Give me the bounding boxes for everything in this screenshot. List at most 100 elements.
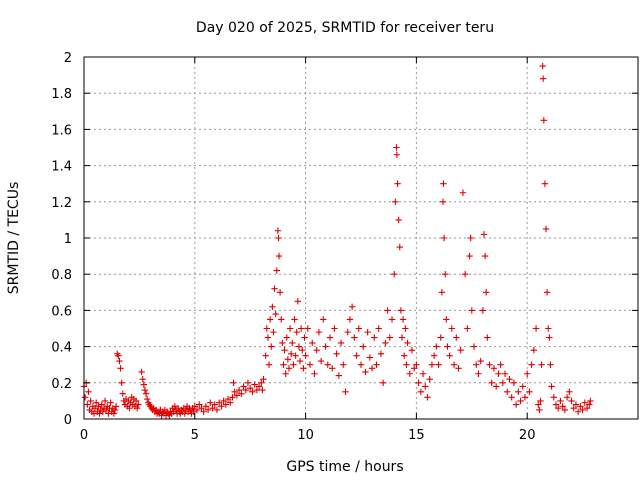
x-tick-label: 20 bbox=[519, 428, 536, 443]
data-point bbox=[139, 375, 146, 383]
data-point bbox=[98, 401, 105, 408]
data-point bbox=[271, 285, 278, 292]
data-point bbox=[274, 227, 282, 234]
data-point bbox=[438, 289, 446, 296]
data-point bbox=[581, 399, 589, 406]
data-point bbox=[568, 397, 575, 405]
data-point bbox=[391, 271, 398, 278]
y-tick-label: 0.8 bbox=[51, 268, 72, 283]
y-tick-label: 1.4 bbox=[51, 160, 72, 175]
data-point bbox=[105, 410, 112, 417]
data-point bbox=[272, 310, 279, 318]
data-point bbox=[353, 352, 360, 359]
data-point bbox=[468, 307, 475, 314]
x-axis: 0 5 10 15 20 bbox=[80, 57, 536, 443]
data-point bbox=[290, 361, 297, 368]
data-point bbox=[587, 397, 594, 405]
data-point bbox=[309, 339, 316, 347]
data-point bbox=[470, 343, 478, 350]
grid bbox=[84, 57, 638, 419]
data-point bbox=[543, 289, 551, 296]
data-point bbox=[395, 216, 402, 224]
data-point bbox=[293, 328, 300, 336]
data-point bbox=[174, 404, 182, 412]
x-tick-label: 15 bbox=[408, 428, 425, 443]
data-point bbox=[116, 357, 123, 365]
data-point bbox=[306, 361, 314, 368]
data-point bbox=[443, 316, 450, 323]
data-point bbox=[541, 180, 549, 187]
data-point bbox=[538, 361, 545, 368]
data-point bbox=[450, 361, 458, 368]
data-point bbox=[87, 397, 94, 405]
data-point bbox=[191, 403, 198, 410]
data-point bbox=[269, 303, 276, 310]
data-point bbox=[285, 365, 293, 372]
data-point bbox=[477, 357, 484, 365]
data-point bbox=[424, 394, 431, 401]
data-point bbox=[263, 325, 271, 332]
data-point bbox=[528, 361, 535, 368]
data-point bbox=[375, 325, 382, 332]
data-point bbox=[85, 388, 92, 396]
data-point bbox=[196, 401, 203, 408]
data-point bbox=[211, 401, 218, 408]
data-point bbox=[483, 289, 490, 296]
data-point bbox=[115, 352, 122, 359]
y-axis: 0 0.2 0.4 0.6 0.8 1 1.2 1.4 1.6 1.8 2 bbox=[51, 51, 638, 428]
data-point bbox=[515, 388, 522, 396]
data-point bbox=[317, 357, 325, 365]
data-point bbox=[260, 375, 267, 383]
data-point bbox=[563, 394, 571, 401]
data-point bbox=[110, 410, 118, 417]
data-point bbox=[107, 399, 114, 406]
data-point bbox=[190, 408, 197, 415]
data-point bbox=[249, 388, 256, 396]
data-point bbox=[84, 401, 91, 408]
data-point bbox=[530, 347, 538, 354]
data-point bbox=[392, 198, 399, 205]
data-point bbox=[300, 365, 307, 372]
data-point bbox=[322, 343, 329, 350]
data-point bbox=[222, 401, 230, 408]
data-point bbox=[342, 388, 349, 396]
data-point bbox=[552, 401, 560, 408]
data-point bbox=[119, 390, 126, 397]
y-tick-label: 0.2 bbox=[51, 377, 72, 392]
y-tick-label: 0.6 bbox=[51, 304, 72, 319]
data-point bbox=[326, 334, 334, 341]
data-point bbox=[281, 347, 288, 354]
data-point bbox=[508, 394, 515, 401]
data-point bbox=[495, 370, 502, 377]
x-tick-label: 0 bbox=[80, 428, 88, 443]
data-point bbox=[426, 375, 433, 383]
y-tick-label: 1.2 bbox=[51, 196, 72, 211]
data-point bbox=[499, 379, 507, 386]
data-point bbox=[442, 271, 449, 278]
data-point bbox=[479, 307, 487, 314]
y-tick-label: 1.8 bbox=[51, 87, 72, 102]
data-point bbox=[209, 404, 216, 412]
data-point bbox=[539, 75, 547, 82]
data-point bbox=[99, 408, 107, 415]
data-point bbox=[475, 370, 482, 377]
data-point bbox=[95, 403, 102, 410]
data-point bbox=[379, 379, 387, 386]
data-point bbox=[275, 234, 282, 242]
data-point bbox=[384, 307, 391, 314]
data-point bbox=[280, 361, 287, 368]
data-point bbox=[265, 361, 273, 368]
data-point bbox=[253, 386, 261, 394]
data-point bbox=[386, 334, 394, 341]
data-point bbox=[406, 370, 413, 377]
y-tick-label: 0.4 bbox=[51, 341, 72, 356]
data-point bbox=[366, 354, 374, 361]
data-point bbox=[415, 379, 422, 386]
data-point bbox=[215, 399, 223, 406]
data-point bbox=[548, 383, 555, 390]
data-point bbox=[555, 404, 562, 412]
data-point bbox=[545, 325, 552, 332]
data-point bbox=[91, 404, 99, 412]
data-point bbox=[302, 352, 309, 359]
